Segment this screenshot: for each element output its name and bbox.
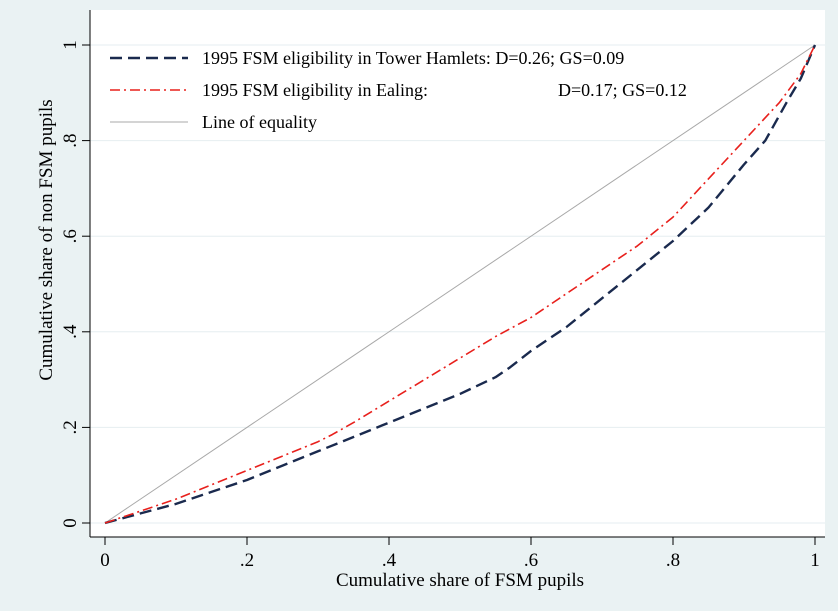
series-line-0 — [104, 44, 817, 525]
legend-label-equality: Line of equality — [202, 112, 317, 132]
y-axis-title: Cumulative share of non FSM pupils — [36, 99, 57, 380]
x-tick-label-5: 1 — [810, 550, 820, 571]
y-tick-label-5: 1 — [60, 40, 81, 50]
y-tick-label-4: .8 — [60, 133, 81, 147]
x-tick-label-1: .2 — [240, 550, 254, 571]
x-tick-label-2: .4 — [382, 550, 397, 571]
plot-area — [90, 10, 825, 537]
x-tick-label-4: .8 — [666, 550, 680, 571]
gridlines — [90, 44, 825, 524]
legend-stats-ealing: D=0.17; GS=0.12 — [558, 80, 687, 100]
legend: 1995 FSM eligibility in Tower Hamlets: D… — [110, 48, 687, 132]
y-tick-label-0: 0 — [60, 518, 81, 528]
y-tick-label-2: .4 — [60, 324, 81, 339]
legend-label-ealing: 1995 FSM eligibility in Ealing: — [202, 80, 428, 100]
legend-label-tower-hamlets: 1995 FSM eligibility in Tower Hamlets: D… — [202, 48, 624, 68]
x-tick-label-3: .6 — [524, 550, 538, 571]
y-axis-ticks: 0 .2 .4 .6 .8 1 — [60, 40, 90, 528]
x-tick-label-0: 0 — [100, 550, 110, 571]
x-axis-ticks: 0 .2 .4 .6 .8 1 — [100, 537, 820, 571]
series-line-2 — [104, 44, 816, 524]
x-axis-title: Cumulative share of FSM pupils — [336, 570, 584, 591]
y-tick-label-1: .2 — [60, 420, 81, 434]
series-layer — [104, 44, 817, 525]
y-tick-label-3: .6 — [60, 229, 81, 243]
